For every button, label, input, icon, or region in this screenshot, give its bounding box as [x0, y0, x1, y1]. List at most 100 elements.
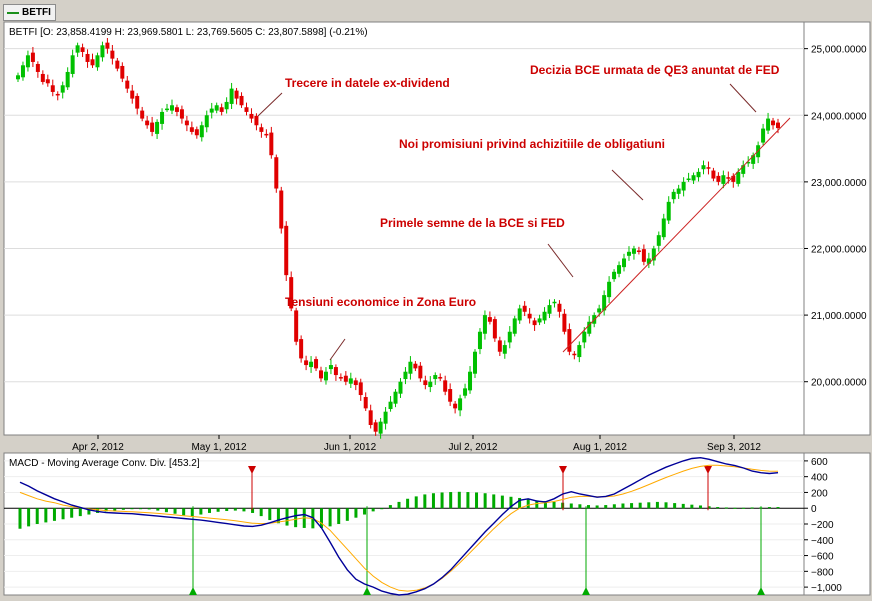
macd-histogram-bar	[595, 505, 599, 509]
candle-body	[408, 361, 413, 374]
macd-histogram-bar	[182, 508, 186, 516]
candle-body	[160, 111, 165, 124]
candle-body	[65, 71, 70, 88]
price-plot-area	[3, 21, 805, 436]
candle-body	[686, 178, 691, 181]
candle-body	[413, 363, 418, 369]
candle-body	[463, 388, 468, 396]
candle-body	[264, 133, 269, 136]
candle-body	[731, 175, 736, 182]
candle-body	[393, 391, 398, 404]
macd-histogram-bar	[199, 508, 203, 515]
candle-body	[626, 251, 631, 256]
macd-histogram-bar	[139, 508, 143, 510]
macd-histogram-bar	[406, 498, 410, 509]
candle-body	[403, 371, 408, 380]
candle-body	[378, 421, 383, 434]
macd-histogram-bar	[242, 508, 246, 512]
candle-body	[477, 331, 482, 350]
macd-histogram-bar	[500, 495, 504, 509]
candle-body	[701, 165, 706, 170]
macd-histogram-bar	[225, 508, 229, 511]
macd-histogram-bar	[104, 508, 108, 512]
candle-body	[259, 127, 264, 132]
macd-histogram-bar	[475, 492, 479, 509]
candle-body	[299, 339, 304, 359]
candle-body	[726, 177, 731, 179]
candle-body	[622, 258, 627, 268]
candle-body	[671, 191, 676, 200]
sell-signal-arrow	[559, 466, 567, 474]
macd-histogram-bar	[164, 508, 168, 513]
candle-body	[174, 107, 179, 112]
candle-body	[328, 365, 333, 370]
candle-body	[468, 371, 473, 391]
macd-histogram-bar	[130, 508, 134, 510]
candle-body	[691, 175, 696, 181]
macd-histogram-bar	[354, 508, 358, 518]
candle-body	[572, 353, 577, 356]
buy-signal-arrow	[189, 587, 197, 595]
macd-line	[19, 456, 779, 596]
macd-histogram-bar	[612, 504, 616, 509]
macd-ytick-label: −600	[811, 552, 834, 563]
price-ytick-label: 20,000.0000	[811, 378, 867, 389]
candle-body	[50, 85, 55, 92]
macd-histogram-bar	[767, 507, 771, 509]
candle-body	[582, 331, 587, 343]
candle-body	[373, 422, 378, 432]
candle-body	[567, 329, 572, 352]
candle-body	[55, 93, 60, 96]
candle-body	[517, 308, 522, 321]
candle-body	[552, 301, 557, 304]
candle-body	[661, 218, 666, 238]
macd-histogram-bar	[216, 508, 220, 512]
candle-body	[229, 88, 234, 104]
candle-body	[776, 122, 780, 129]
candle-body	[562, 313, 567, 332]
price-xtick-label: Sep 3, 2012	[707, 442, 761, 453]
macd-histogram-bar	[190, 508, 194, 517]
candle-body	[766, 118, 771, 131]
macd-histogram-bar	[776, 507, 780, 509]
candle-body	[363, 397, 368, 409]
candle-body	[428, 381, 433, 388]
candle-body	[388, 401, 393, 410]
candle-body	[751, 155, 756, 164]
candle-body	[135, 95, 140, 109]
macd-histogram-bar	[742, 507, 746, 509]
candle-body	[651, 248, 656, 261]
candle-body	[443, 380, 448, 392]
candle-body	[45, 79, 50, 84]
candle-body	[537, 318, 542, 323]
candle-body	[40, 73, 45, 82]
candle-body	[741, 165, 746, 174]
candle-body	[289, 277, 294, 309]
macd-histogram-bar	[724, 507, 728, 509]
macd-histogram-bar	[251, 508, 255, 513]
macd-histogram-bar	[707, 506, 711, 509]
candle-body	[433, 375, 438, 380]
candle-body	[85, 53, 90, 62]
candle-body	[80, 47, 85, 52]
candle-body	[666, 201, 671, 221]
candle-body	[120, 65, 125, 79]
macd-histogram-bar	[52, 508, 56, 521]
candle-body	[512, 318, 517, 334]
candle-body	[453, 403, 458, 409]
macd-histogram-bar	[518, 497, 522, 509]
tab-betfi[interactable]: BETFI	[3, 4, 56, 21]
macd-histogram-bar	[535, 500, 539, 509]
candle-body	[641, 249, 646, 262]
candle-body	[319, 370, 324, 379]
macd-histogram-bar	[78, 508, 82, 517]
macd-histogram-bar	[388, 505, 392, 509]
price-ytick-label: 21,000.0000	[811, 311, 867, 322]
macd-histogram-bar	[483, 493, 487, 509]
candle-body	[130, 90, 135, 99]
candle-body	[100, 45, 105, 58]
macd-histogram-bar	[716, 507, 720, 509]
candle-body	[771, 120, 776, 126]
macd-histogram-bar	[44, 508, 48, 523]
sell-signal-arrow	[704, 466, 712, 474]
